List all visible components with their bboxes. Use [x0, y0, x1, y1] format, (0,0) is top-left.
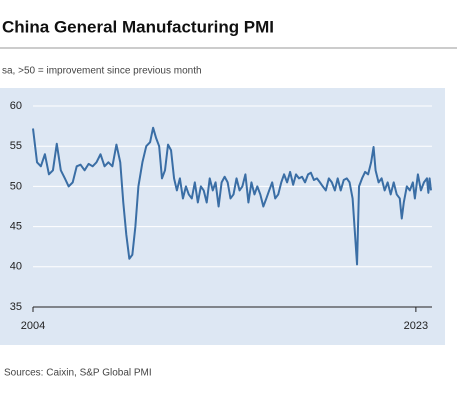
x-tick-label: 2023: [404, 320, 428, 332]
x-tick-label: 2004: [21, 320, 45, 332]
y-tick-label: 35: [10, 301, 22, 313]
chart-title: China General Manufacturing PMI: [2, 17, 274, 36]
source-note: Sources: Caixin, S&P Global PMI: [4, 368, 152, 379]
y-tick-label: 45: [10, 221, 22, 233]
plot-panel: [0, 88, 445, 345]
y-tick-label: 55: [10, 140, 22, 152]
y-tick-label: 50: [10, 180, 22, 192]
y-tick-label: 40: [10, 261, 22, 273]
y-tick-label: 60: [10, 100, 22, 112]
chart-subtitle: sa, >50 = improvement since previous mon…: [2, 66, 202, 77]
data-line: [32, 126, 432, 266]
